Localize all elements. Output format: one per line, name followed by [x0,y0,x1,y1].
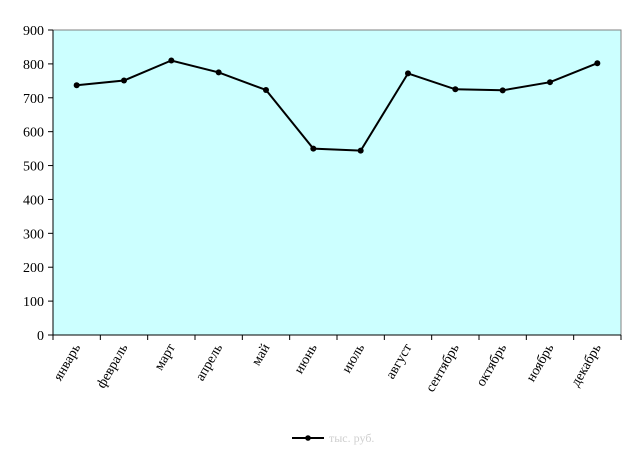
data-point [452,86,459,93]
y-tick-label: 300 [23,227,44,242]
y-tick-label: 200 [23,261,44,276]
data-point [215,69,222,76]
x-category-label: сентябрь [423,342,462,395]
data-point [547,79,553,86]
y-tick-label: 0 [37,329,44,344]
x-category-label: декабрь [568,342,604,390]
data-point [263,86,269,93]
y-tick-label: 100 [23,295,44,310]
y-tick-label: 500 [23,160,44,175]
x-category-label: май [249,341,273,368]
legend-label: тыс. руб. [329,431,374,445]
legend-marker [305,435,311,441]
x-category-label: январь [51,342,84,384]
y-tick-label: 400 [23,193,44,208]
data-point [310,145,317,152]
data-point [357,147,364,154]
y-tick-label: 600 [23,126,44,141]
y-axis: 0 100 200 300 400 500 600 700 800 900 [23,24,54,344]
x-category-label: апрель [193,342,226,384]
x-category-label: август [384,342,416,382]
y-tick-label: 800 [23,58,44,73]
data-point [168,57,175,64]
x-category-label: июль [340,342,368,376]
data-point [594,60,601,67]
data-point [73,82,80,89]
x-category-label: октябрь [474,341,510,389]
y-tick-label: 900 [23,24,44,39]
x-category-label: июнь [292,342,321,377]
plot-area [52,29,622,336]
x-category-label: февраль [94,342,131,392]
series-line [76,59,598,152]
y-tick-label: 700 [23,92,44,107]
x-category-label: март [152,342,179,374]
data-point [121,77,127,84]
series-points [73,57,601,154]
legend: тыс. руб. [292,431,374,445]
data-point [499,87,506,94]
data-point [405,70,411,77]
x-category-label: ноябрь [524,342,558,385]
x-axis: январь февраль март апрель май июнь июль август… [51,334,622,395]
